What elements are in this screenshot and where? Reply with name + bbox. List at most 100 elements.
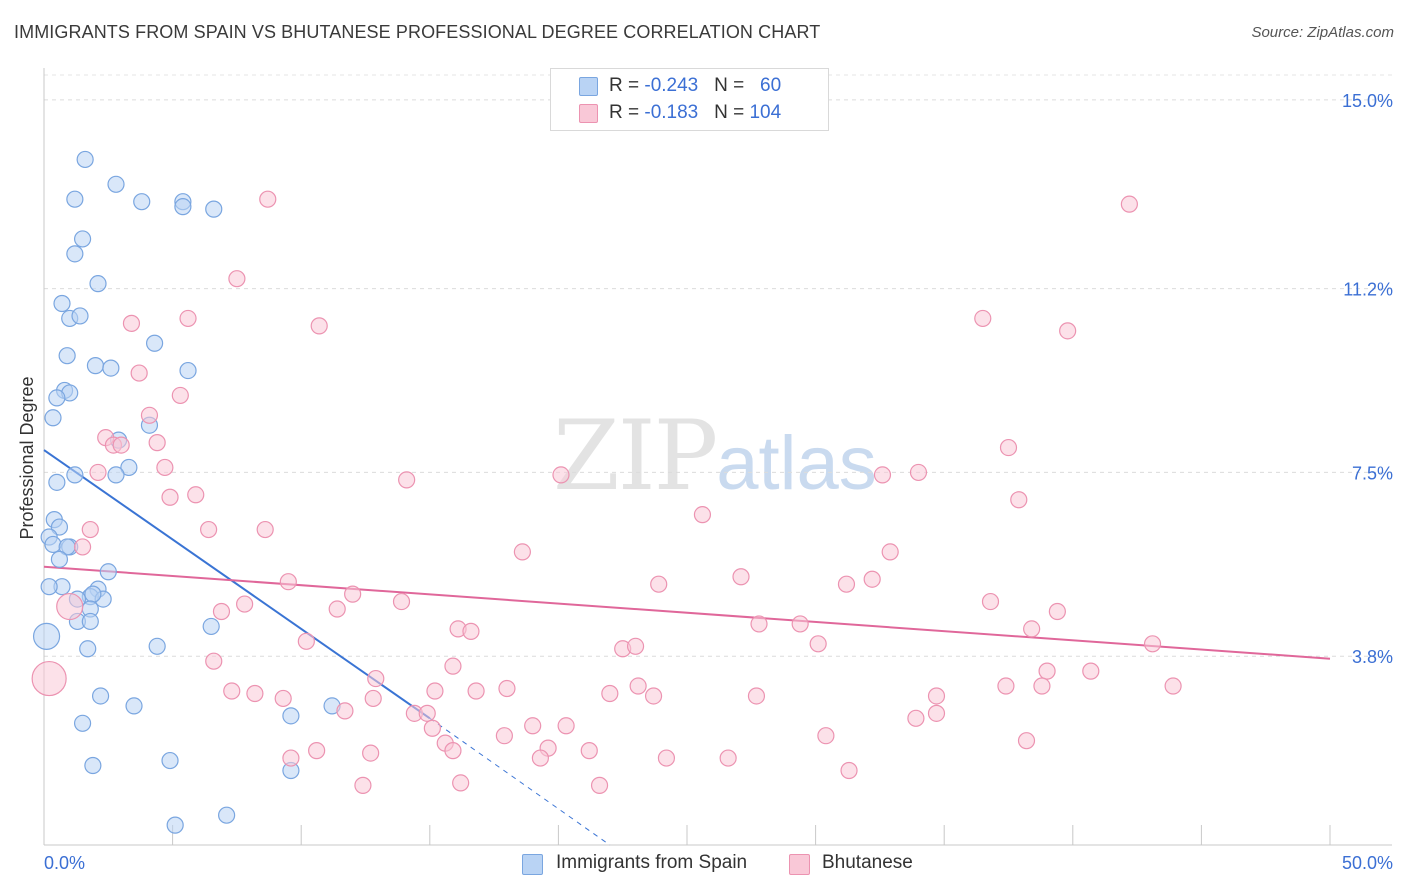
spain-point xyxy=(66,245,84,263)
bhutanese-point xyxy=(328,600,346,618)
bhutanese-point xyxy=(1033,677,1051,695)
bhutanese-point xyxy=(398,471,416,489)
tick-labels: 3.8% 7.5% 11.2% 15.0% 0.0% 50.0% xyxy=(44,91,1393,873)
bhutanese-point xyxy=(259,190,277,208)
bhutanese-point xyxy=(171,386,189,405)
chart-title: IMMIGRANTS FROM SPAIN VS BHUTANESE PROFE… xyxy=(14,22,821,42)
bhutanese-point xyxy=(112,436,130,454)
bhutanese-point xyxy=(1023,620,1041,638)
bhutanese-point xyxy=(308,742,326,760)
bhutanese-point xyxy=(426,682,444,700)
spain-trend-extension xyxy=(429,717,611,846)
bhutanese-point xyxy=(140,406,159,424)
bhutanese-point xyxy=(179,309,197,328)
bhutanese-point xyxy=(1082,662,1100,680)
spain-point xyxy=(174,198,192,216)
spain-point xyxy=(202,617,220,636)
y-axis-label: Professional Degree xyxy=(17,376,37,539)
bhutanese-point xyxy=(31,660,67,697)
bhutanese-point xyxy=(467,682,485,700)
bhutanese-point xyxy=(837,575,856,593)
spain-point xyxy=(145,334,164,352)
legend-swatch-bhutanese xyxy=(789,854,810,875)
bhutanese-point xyxy=(750,615,768,633)
n-value-spain: 60 xyxy=(760,75,782,96)
bhutanese-point xyxy=(580,742,598,760)
r-value-spain: -0.243 xyxy=(644,75,699,96)
bhutanese-point xyxy=(840,761,858,780)
spain-point xyxy=(73,714,92,732)
bhutanese-point xyxy=(256,520,274,539)
bhutanese-point xyxy=(444,657,462,675)
bhutanese-point xyxy=(495,727,513,745)
spain-point xyxy=(40,578,58,596)
bhutanese-point xyxy=(817,727,835,745)
bhutanese-point xyxy=(1017,732,1036,750)
watermark-atlas: atlas xyxy=(716,421,877,506)
bhutanese-point xyxy=(423,719,441,737)
n-label: N = xyxy=(714,102,750,123)
source-label: Source: ZipAtlas.com xyxy=(1251,24,1394,41)
bhutanese-point xyxy=(364,689,382,708)
bhutanese-point xyxy=(881,543,899,561)
bhutanese-point xyxy=(909,463,928,482)
spain-point xyxy=(218,806,236,824)
bhutanese-point xyxy=(513,543,531,561)
legend-swatch-spain xyxy=(579,77,598,96)
bhutanese-point xyxy=(282,749,300,767)
bhutanese-point xyxy=(552,466,570,484)
spain-point xyxy=(179,361,197,380)
bhutanese-point xyxy=(999,438,1018,457)
bhutanese-point xyxy=(462,622,480,640)
spain-point xyxy=(81,612,99,631)
r-label: R = xyxy=(609,102,645,123)
bhutanese-point xyxy=(161,488,179,506)
bhutanese-point xyxy=(89,463,107,482)
spain-point xyxy=(125,697,143,715)
spain-point xyxy=(107,466,125,484)
spain-point xyxy=(84,756,102,775)
trend-lines xyxy=(43,449,1331,846)
bhutanese-point xyxy=(557,717,575,735)
bhutanese-point xyxy=(362,744,380,762)
y-tick-label: 7.5% xyxy=(1352,463,1393,483)
bhutanese-point xyxy=(531,749,549,767)
spain-point xyxy=(133,193,151,211)
bhutanese-point xyxy=(629,677,647,695)
bhutanese-trend-line xyxy=(43,565,1331,660)
spain-point xyxy=(282,707,300,725)
r-value-bhutanese: -0.183 xyxy=(644,102,699,123)
spain-point xyxy=(71,307,89,325)
spain-point xyxy=(50,550,69,568)
spain-point xyxy=(79,640,97,658)
spain-point xyxy=(48,473,66,491)
spain-point xyxy=(89,275,107,293)
spain-point xyxy=(44,409,62,427)
y-tick-label: 15.0% xyxy=(1342,91,1393,111)
bhutanese-point xyxy=(626,637,645,655)
spain-point xyxy=(205,200,223,218)
bhutanese-point xyxy=(873,466,892,484)
series-legend: Immigrants from Spain Bhutanese xyxy=(522,852,942,880)
bhutanese-point xyxy=(205,652,223,670)
n-value-bhutanese: 104 xyxy=(749,102,782,123)
bhutanese-point xyxy=(747,687,766,705)
legend-swatch-spain xyxy=(522,854,543,875)
bhutanese-point xyxy=(279,573,297,591)
spain-point xyxy=(166,816,184,834)
bhutanese-point xyxy=(223,682,241,700)
bhutanese-point xyxy=(73,538,92,556)
spain-point xyxy=(84,585,102,603)
bhutanese-point xyxy=(927,704,946,722)
spain-point xyxy=(48,389,66,407)
bhutanese-point xyxy=(1010,491,1028,509)
n-label: N = xyxy=(714,75,750,96)
bhutanese-point xyxy=(297,632,315,650)
spain-point xyxy=(50,518,69,536)
bhutanese-point xyxy=(156,458,174,477)
bhutanese-point xyxy=(444,742,462,760)
bhutanese-point xyxy=(1048,602,1066,621)
bhutanese-point xyxy=(974,309,992,328)
bhutanese-point xyxy=(274,689,292,708)
bhutanese-point xyxy=(927,687,946,705)
